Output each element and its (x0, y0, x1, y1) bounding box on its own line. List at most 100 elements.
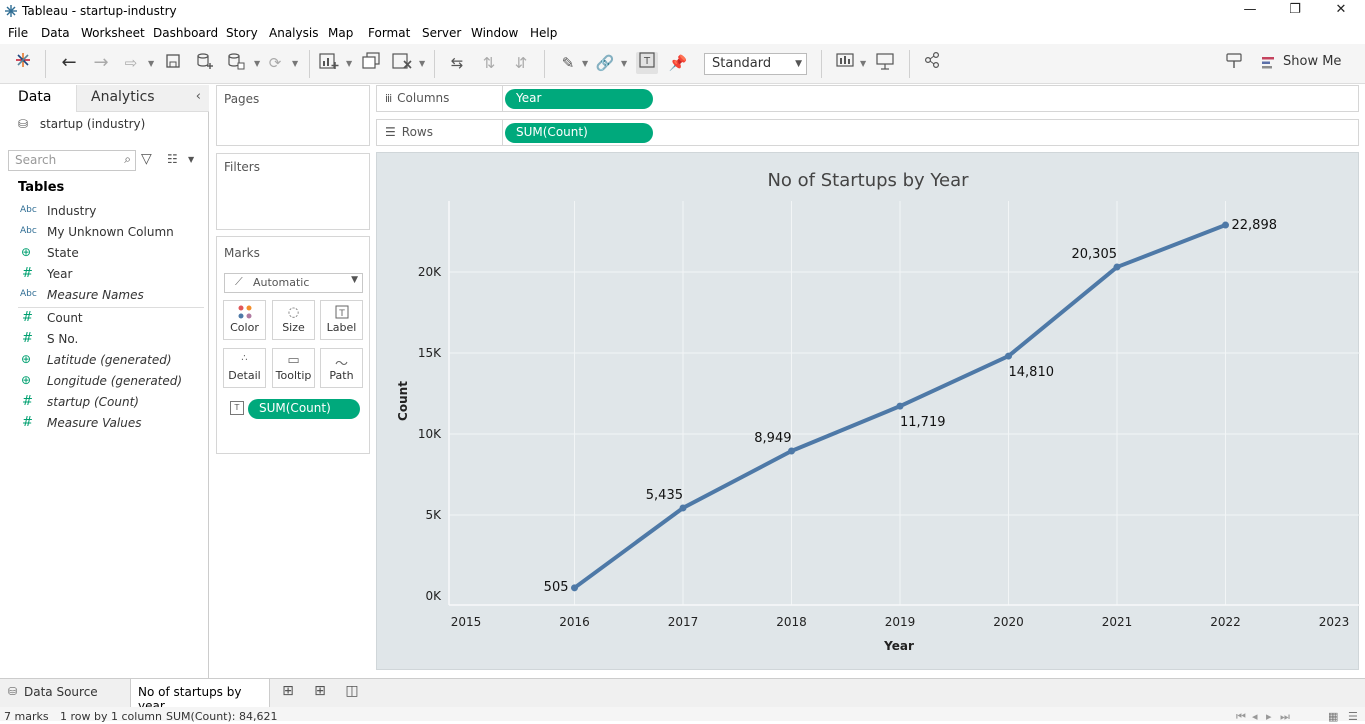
filters-card[interactable]: Filters (216, 153, 370, 230)
path-button[interactable]: 〜 Path (320, 348, 363, 388)
search-icon[interactable]: ⌕ (124, 152, 131, 166)
grid-view-icon[interactable]: ▦ (1328, 710, 1339, 723)
data-source-item[interactable]: ⛁ startup (industry) (18, 117, 145, 131)
label-icon: T (321, 301, 362, 321)
new-story-icon[interactable]: ◫ (345, 683, 359, 699)
next-page-icon[interactable]: ▸ (1266, 710, 1272, 723)
menu-worksheet[interactable]: Worksheet (81, 26, 145, 40)
list-view-icon[interactable]: ☰ (1348, 710, 1358, 723)
sort-descending-icon[interactable]: ⇵ (514, 54, 528, 72)
x-tick-label: 2021 (1102, 615, 1133, 629)
tooltip-button[interactable]: ▭ Tooltip (272, 348, 315, 388)
svg-text:T: T (338, 309, 345, 319)
chevron-down-icon[interactable]: ▼ (582, 59, 589, 68)
field-state[interactable]: ⊕ State (0, 244, 209, 265)
chevron-down-icon[interactable]: ▼ (346, 59, 353, 68)
field-count[interactable]: # Count (0, 309, 209, 330)
highlighter-icon[interactable] (1223, 52, 1245, 74)
tab-analytics[interactable]: Analytics ‹ (76, 85, 209, 112)
y-axis-title: Count (396, 381, 410, 421)
refresh-icon[interactable]: ⟳ (268, 54, 282, 72)
marks-sum-count-pill[interactable]: SUM(Count) (248, 399, 360, 419)
chevron-down-icon[interactable]: ▼ (621, 59, 628, 68)
size-icon: ◌ (287, 305, 300, 320)
share-icon[interactable] (921, 51, 943, 74)
menu-help[interactable]: Help (530, 26, 558, 40)
field-measure-values[interactable]: # Measure Values (0, 414, 209, 435)
collapse-pane-icon[interactable]: ‹ (195, 89, 201, 104)
show-me-button[interactable]: Show Me (1283, 54, 1342, 69)
chevron-down-icon[interactable]: ▼ (419, 59, 426, 68)
first-page-icon[interactable]: ⏮ (1236, 710, 1246, 723)
field-my-unknown-column[interactable]: Abc My Unknown Column (0, 223, 209, 244)
pause-updates-icon[interactable] (225, 52, 247, 74)
chevron-down-icon[interactable]: ▼ (292, 59, 299, 68)
field-industry[interactable]: Abc Industry (0, 202, 209, 223)
columns-shelf[interactable]: iii Columns Year (376, 85, 1359, 112)
new-worksheet-icon[interactable]: ⊞ (282, 683, 294, 699)
minimize-button[interactable]: — (1243, 2, 1257, 17)
last-page-icon[interactable]: ⏭ (1280, 710, 1290, 723)
highlight-icon[interactable]: ✎ (561, 54, 575, 72)
save-icon[interactable] (162, 52, 184, 74)
year-pill[interactable]: Year (505, 89, 653, 109)
view-options-icon[interactable]: ☷ (167, 152, 178, 166)
sum-count-pill[interactable]: SUM(Count) (505, 123, 653, 143)
menu-dashboard[interactable]: Dashboard (153, 26, 219, 40)
sort-ascending-icon[interactable]: ⇅ (482, 54, 496, 72)
field-year[interactable]: # Year (0, 265, 209, 286)
field-longitude[interactable]: ⊕ Longitude (generated) (0, 372, 209, 393)
undo-icon[interactable]: ← (61, 52, 77, 73)
presentation-mode-icon[interactable] (874, 52, 896, 74)
size-button[interactable]: ◌ Size (272, 300, 315, 340)
chevron-down-icon[interactable]: ▼ (860, 59, 867, 68)
search-input[interactable]: Search ⌕ (8, 150, 136, 171)
active-sheet-tab[interactable]: No of startups by year (130, 679, 270, 713)
field-name: State (47, 246, 79, 260)
pages-card[interactable]: Pages (216, 85, 370, 146)
field-s-no[interactable]: # S No. (0, 330, 209, 351)
menu-story[interactable]: Story (226, 26, 258, 40)
detail-button[interactable]: ∴ Detail (223, 348, 266, 388)
new-dashboard-icon[interactable]: ⊞ (314, 683, 326, 699)
rows-shelf[interactable]: ☰ Rows SUM(Count) (376, 119, 1359, 146)
clear-sheet-icon[interactable] (391, 52, 413, 74)
pin-icon[interactable]: 📌 (668, 54, 688, 72)
menu-file[interactable]: File (8, 26, 29, 40)
chevron-down-icon[interactable]: ▼ (188, 155, 195, 164)
show-cards-icon[interactable] (834, 52, 856, 74)
show-me-icon[interactable] (1262, 56, 1276, 70)
status-marks: 7 marks (4, 710, 49, 723)
filter-icon[interactable]: ▽ (141, 151, 152, 167)
group-members-icon[interactable]: 🔗 (595, 54, 615, 72)
menu-window[interactable]: Window (471, 26, 519, 40)
restore-button[interactable]: ❐ (1289, 2, 1301, 17)
duplicate-sheet-icon[interactable] (360, 52, 382, 74)
new-data-source-icon[interactable] (194, 52, 216, 74)
chart-title: No of Startups by Year (767, 170, 969, 191)
mark-type-select[interactable]: ⟋ Automatic ▼ (224, 273, 363, 293)
prev-page-icon[interactable]: ◂ (1252, 710, 1258, 723)
color-button[interactable]: Color (223, 300, 266, 340)
menu-server[interactable]: Server (422, 26, 462, 40)
menu-data[interactable]: Data (41, 26, 70, 40)
show-mark-labels-icon[interactable]: T (636, 52, 658, 74)
tableau-home-icon[interactable] (12, 52, 34, 74)
redo-icon[interactable]: → (93, 52, 109, 73)
data-source-tab[interactable]: ⛁ Data Source (0, 679, 129, 707)
menu-map[interactable]: Map (328, 26, 354, 40)
chevron-down-icon[interactable]: ▼ (148, 59, 155, 68)
swap-icon[interactable]: ⇆ (450, 54, 464, 72)
chevron-down-icon[interactable]: ▼ (254, 59, 261, 68)
menu-format[interactable]: Format (368, 26, 411, 40)
menu-analysis[interactable]: Analysis (269, 26, 319, 40)
new-worksheet-icon[interactable] (318, 52, 340, 74)
tab-data[interactable]: Data (0, 85, 76, 112)
close-button[interactable]: ✕ (1335, 2, 1347, 17)
field-startup-count[interactable]: # startup (Count) (0, 393, 209, 414)
label-button[interactable]: T Label (320, 300, 363, 340)
replay-icon[interactable]: ⇨ (124, 54, 138, 72)
field-latitude[interactable]: ⊕ Latitude (generated) (0, 351, 209, 372)
field-measure-names[interactable]: Abc Measure Names (0, 286, 209, 307)
fit-select[interactable]: Standard ▼ (704, 53, 807, 75)
